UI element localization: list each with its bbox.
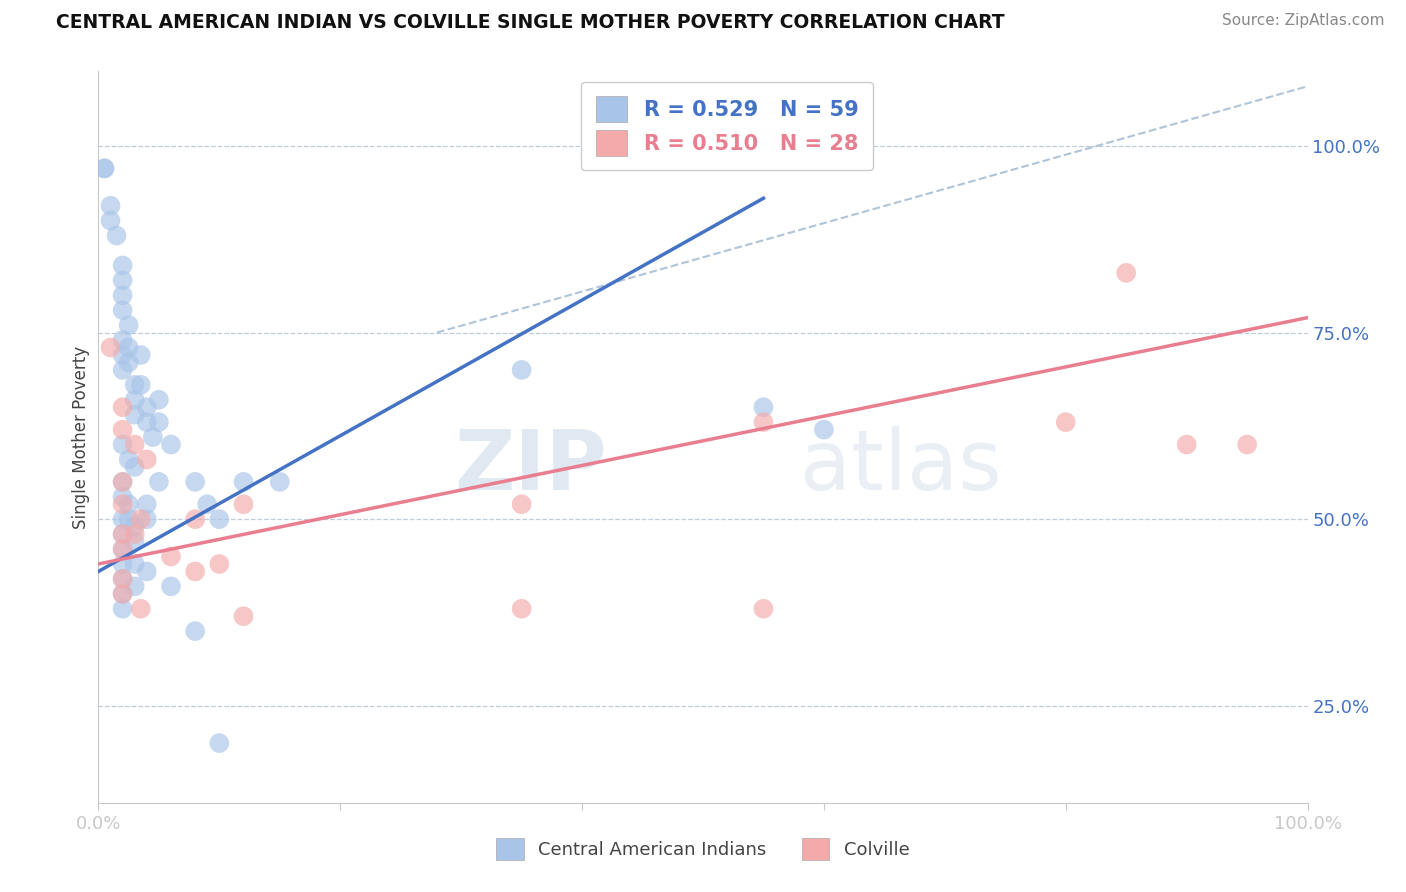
- Point: [195, 497, 218, 511]
- Point: [160, 549, 183, 564]
- Point: [111, 273, 134, 287]
- Point: [124, 534, 146, 549]
- Point: [135, 401, 157, 415]
- Point: [129, 348, 152, 362]
- Point: [510, 497, 533, 511]
- Point: [111, 557, 134, 571]
- Point: [752, 601, 775, 615]
- Point: [111, 587, 134, 601]
- Point: [111, 512, 134, 526]
- Point: [142, 430, 165, 444]
- Point: [135, 497, 157, 511]
- Point: [135, 415, 157, 429]
- Point: [111, 572, 134, 586]
- Point: [118, 452, 141, 467]
- Point: [135, 512, 157, 526]
- Point: [1236, 437, 1258, 451]
- Point: [111, 527, 134, 541]
- Point: [100, 199, 122, 213]
- Point: [813, 423, 835, 437]
- Point: [111, 348, 134, 362]
- Point: [184, 475, 207, 489]
- Point: [129, 512, 152, 526]
- Point: [124, 579, 146, 593]
- Point: [111, 527, 134, 541]
- Text: Source: ZipAtlas.com: Source: ZipAtlas.com: [1222, 13, 1385, 29]
- Point: [184, 624, 207, 639]
- Point: [111, 601, 134, 615]
- Point: [124, 557, 146, 571]
- Point: [160, 437, 183, 451]
- Point: [232, 497, 254, 511]
- Point: [148, 415, 170, 429]
- Point: [93, 161, 115, 176]
- Point: [510, 601, 533, 615]
- Point: [160, 579, 183, 593]
- Point: [111, 401, 134, 415]
- Point: [93, 161, 115, 176]
- Point: [232, 475, 254, 489]
- Point: [129, 377, 152, 392]
- Point: [111, 363, 134, 377]
- Point: [1175, 437, 1198, 451]
- Point: [1115, 266, 1137, 280]
- Point: [184, 565, 207, 579]
- Point: [118, 341, 141, 355]
- Point: [111, 475, 134, 489]
- Point: [111, 303, 134, 318]
- Point: [752, 401, 775, 415]
- Point: [111, 437, 134, 451]
- Point: [118, 355, 141, 369]
- Point: [510, 363, 533, 377]
- Point: [124, 459, 146, 474]
- Point: [124, 519, 146, 533]
- Point: [111, 542, 134, 557]
- Point: [118, 497, 141, 511]
- Text: atlas: atlas: [800, 425, 1001, 507]
- Point: [111, 542, 134, 557]
- Point: [135, 565, 157, 579]
- Point: [111, 572, 134, 586]
- Point: [111, 587, 134, 601]
- Point: [752, 415, 775, 429]
- Y-axis label: Single Mother Poverty: Single Mother Poverty: [72, 345, 90, 529]
- Point: [111, 288, 134, 302]
- Point: [1054, 415, 1077, 429]
- Point: [124, 437, 146, 451]
- Point: [111, 423, 134, 437]
- Point: [124, 392, 146, 407]
- Point: [124, 408, 146, 422]
- Point: [124, 377, 146, 392]
- Point: [129, 601, 152, 615]
- Point: [100, 341, 122, 355]
- Text: CENTRAL AMERICAN INDIAN VS COLVILLE SINGLE MOTHER POVERTY CORRELATION CHART: CENTRAL AMERICAN INDIAN VS COLVILLE SING…: [56, 13, 1005, 32]
- Point: [111, 475, 134, 489]
- Point: [184, 512, 207, 526]
- Point: [118, 512, 141, 526]
- Point: [208, 512, 231, 526]
- Point: [111, 497, 134, 511]
- Point: [208, 557, 231, 571]
- Text: ZIP: ZIP: [454, 425, 606, 507]
- Point: [124, 527, 146, 541]
- Point: [148, 475, 170, 489]
- Point: [111, 490, 134, 504]
- Point: [111, 259, 134, 273]
- Point: [100, 213, 122, 227]
- Point: [232, 609, 254, 624]
- Point: [148, 392, 170, 407]
- Point: [118, 318, 141, 332]
- Point: [111, 333, 134, 347]
- Legend: Central American Indians, Colville: Central American Indians, Colville: [489, 830, 917, 867]
- Point: [105, 228, 128, 243]
- Point: [269, 475, 291, 489]
- Point: [135, 452, 157, 467]
- Point: [208, 736, 231, 750]
